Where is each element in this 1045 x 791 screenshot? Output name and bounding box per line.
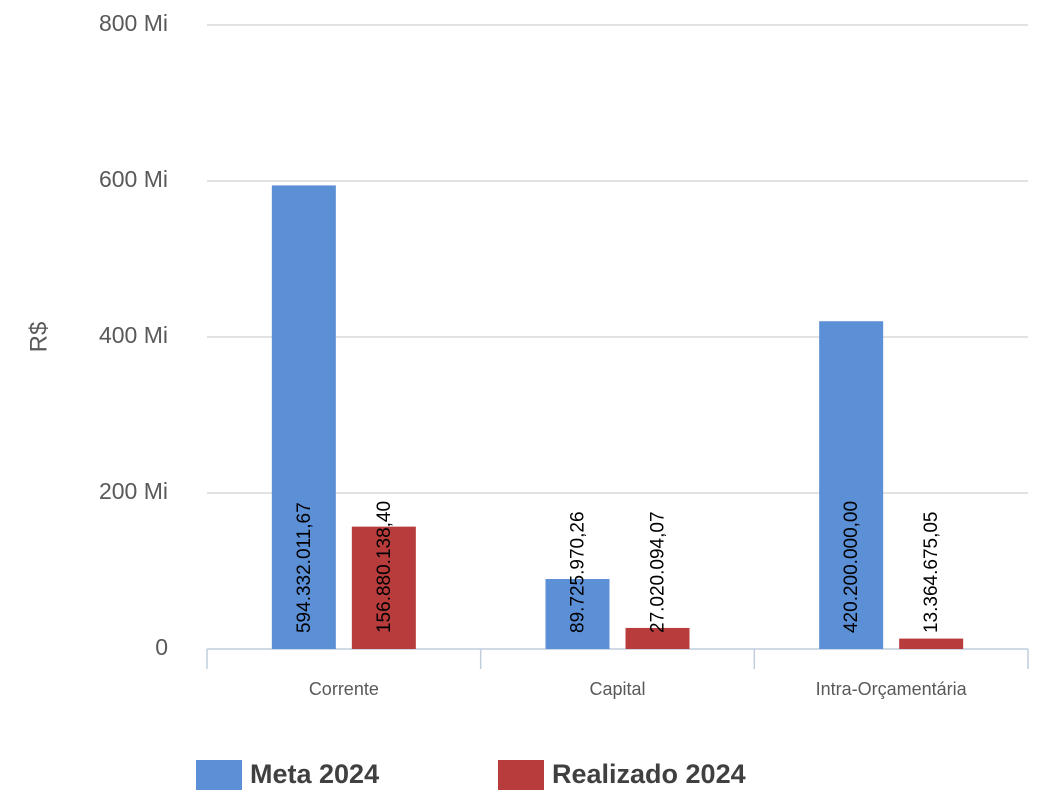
- data-label: 420.200.000,00: [841, 501, 862, 633]
- data-label: 594.332.011,67: [294, 502, 315, 633]
- y-tick-label: 400 Mi: [99, 322, 168, 348]
- y-tick-label: 200 Mi: [99, 478, 168, 504]
- data-label: 13.364.675,05: [921, 511, 942, 633]
- legend-label: Meta 2024: [250, 759, 379, 789]
- bar: [351, 526, 416, 649]
- bar: [625, 627, 690, 649]
- y-tick-label: 600 Mi: [99, 166, 168, 192]
- y-tick-label: 0: [155, 634, 168, 660]
- data-label: 156.880.138,40: [374, 501, 395, 633]
- x-tick-label: Capital: [589, 679, 645, 699]
- legend-swatch: [196, 760, 242, 790]
- legend-label: Realizado 2024: [552, 759, 746, 789]
- legend-swatch: [498, 760, 544, 790]
- bar: [271, 185, 336, 650]
- bar: [819, 321, 884, 649]
- bar: [899, 638, 964, 649]
- bar: [545, 579, 610, 649]
- data-label: 27.020.094,07: [648, 511, 669, 633]
- x-tick-label: Intra-Orçamentária: [816, 679, 968, 699]
- y-axis-title: R$: [25, 322, 52, 353]
- x-tick-label: Corrente: [309, 679, 379, 699]
- y-tick-label: 800 Mi: [99, 10, 168, 36]
- data-label: 89.725.970,26: [568, 511, 589, 633]
